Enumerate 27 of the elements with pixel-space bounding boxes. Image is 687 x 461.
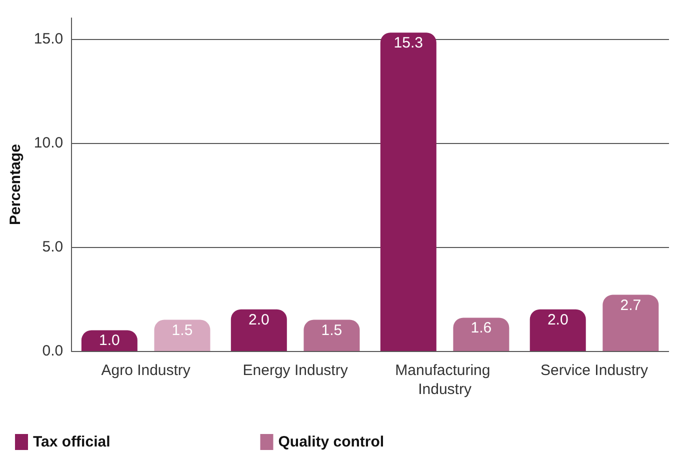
y-axis-title: Percentage <box>7 144 24 225</box>
bar <box>602 294 659 351</box>
data-label: 2.0 <box>248 311 270 328</box>
y-tick-label: 5.0 <box>42 238 64 256</box>
y-tick-label: 10.0 <box>34 134 64 152</box>
y-tick-label: 15.0 <box>34 30 64 48</box>
bar <box>380 32 436 351</box>
data-label: 1.0 <box>99 332 120 350</box>
bar <box>453 318 510 351</box>
bar <box>81 330 138 351</box>
bar <box>304 320 360 351</box>
legend-label: Quality control <box>278 434 384 450</box>
y-tick-label: 0.0 <box>42 342 64 360</box>
data-label: 1.5 <box>172 322 193 339</box>
bar <box>230 309 287 351</box>
data-label: 2.0 <box>547 311 568 328</box>
data-label: 15.3 <box>394 34 423 52</box>
x-tick-label: Agro Industry <box>101 362 191 379</box>
x-tick-label: Energy Industry <box>242 362 348 379</box>
data-label: 2.7 <box>620 296 642 314</box>
data-label: 1.5 <box>321 322 342 339</box>
x-tick-label: Service Industry <box>540 362 649 379</box>
x-tick-label: Manufacturing Industry <box>395 362 494 398</box>
data-label: 1.6 <box>470 320 492 337</box>
legend-label: Tax official <box>33 434 110 450</box>
bar <box>154 320 210 351</box>
bar <box>530 309 586 351</box>
